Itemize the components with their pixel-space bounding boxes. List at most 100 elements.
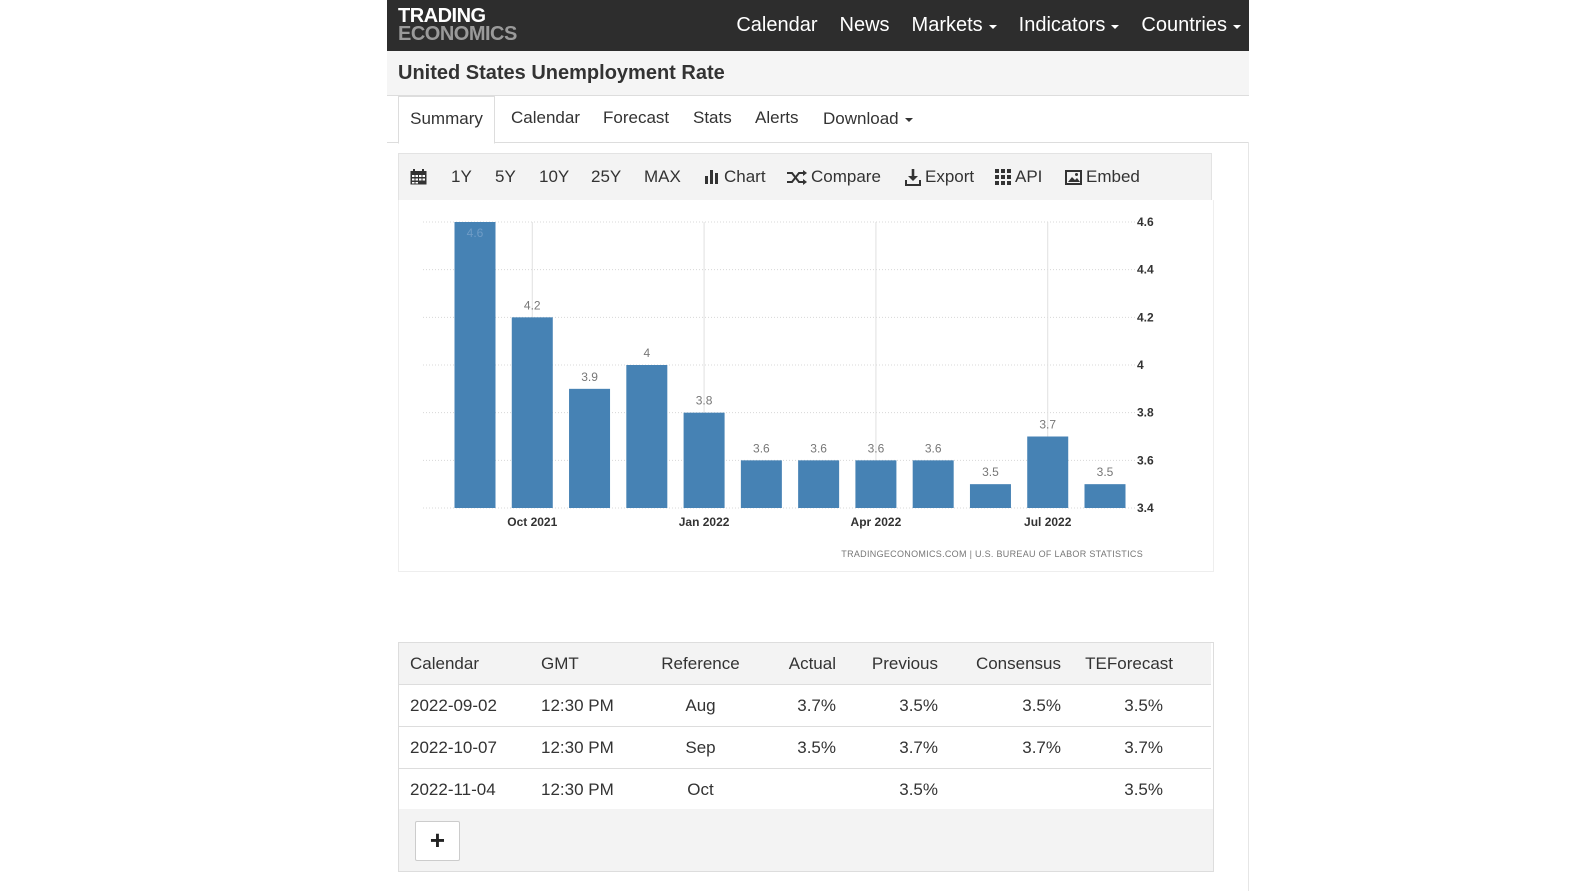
bar [626, 365, 668, 508]
nav-link-label: Countries [1141, 14, 1227, 36]
calendar-table-panel: Calendar GMT Reference Actual Previous C… [398, 642, 1214, 872]
title-bar: United States Unemployment Rate [387, 51, 1249, 96]
top-navbar: TRADING ECONOMICS Calendar News Markets … [387, 0, 1249, 51]
chart-panel: 3.4 3.6 3.8 4 4.2 4.4 4.6 Oct 2021 Jan 2022 Apr 2… [398, 200, 1214, 572]
bar-value-label: 3.6 [925, 441, 942, 455]
table-row: 2022-10-07 12:30 PM Sep 3.5% 3.7% 3.7% 3.7% [399, 726, 1211, 769]
bar-value-label: 3.6 [810, 441, 827, 455]
y-tick-label: 4.4 [1137, 263, 1154, 277]
cell-teforecast: 3.5% [1071, 768, 1211, 811]
bar-value-label: 3.6 [753, 441, 770, 455]
cell-consensus: 3.7% [948, 726, 1071, 769]
cell-previous: 3.5% [846, 684, 948, 727]
nav-link-indicators[interactable]: Indicators [1019, 14, 1120, 37]
tab-alerts[interactable]: Alerts [755, 108, 799, 127]
cell-actual: 3.7% [754, 684, 846, 727]
nav-link-label: Indicators [1018, 14, 1106, 36]
col-header-previous: Previous [846, 643, 948, 685]
cell-previous: 3.5% [846, 768, 948, 811]
bar-value-label: 4.6 [467, 226, 484, 240]
embed-button[interactable]: Embed [1065, 154, 1140, 200]
tab-download-label: Download [823, 109, 899, 128]
nav-link-calendar[interactable]: Calendar [736, 14, 817, 37]
tab-calendar[interactable]: Calendar [511, 108, 580, 127]
col-header-teforecast: TEForecast [1071, 643, 1211, 685]
caret-down-icon [1111, 24, 1120, 29]
x-tick-label: Apr 2022 [851, 515, 902, 529]
table-row: 2022-09-02 12:30 PM Aug 3.7% 3.5% 3.5% 3.5% [399, 684, 1211, 727]
site-logo[interactable]: TRADING ECONOMICS [398, 6, 517, 45]
embed-button-label: Embed [1086, 167, 1140, 186]
bar [740, 460, 782, 508]
y-tick-label: 4.2 [1137, 310, 1154, 324]
bar-chart-icon [705, 170, 718, 184]
unemployment-bar-chart: 3.4 3.6 3.8 4 4.2 4.4 4.6 Oct 2021 Jan 2022 Apr 2… [423, 215, 1154, 559]
cell-date: 2022-11-04 [399, 768, 541, 811]
calendar-icon[interactable] [410, 154, 431, 200]
y-tick-label: 3.4 [1137, 501, 1154, 515]
compare-button-label: Compare [811, 167, 881, 186]
cell-previous: 3.7% [846, 726, 948, 769]
bar [683, 412, 725, 508]
cell-consensus [948, 768, 1071, 811]
bar [969, 484, 1011, 508]
col-header-calendar: Calendar [399, 643, 541, 685]
bar [912, 460, 954, 508]
chart-toolbar: 1Y 5Y 10Y 25Y MAX Chart Compare Export A… [398, 153, 1212, 201]
download-icon [905, 168, 921, 186]
bar-value-label: 4 [643, 346, 650, 360]
caret-down-icon [1233, 24, 1241, 29]
shuffle-icon [787, 169, 807, 185]
cell-reference: Aug [647, 684, 754, 727]
x-tick-label: Jan 2022 [679, 515, 730, 529]
export-button[interactable]: Export [905, 154, 974, 200]
nav-link-countries[interactable]: Countries [1141, 14, 1241, 37]
nav-link-label: Calendar [736, 14, 818, 36]
nav-link-label: News [839, 14, 890, 36]
range-10y-button[interactable]: 10Y [539, 167, 570, 186]
cell-reference: Sep [647, 726, 754, 769]
bar-value-label: 4.2 [524, 298, 541, 312]
cell-actual: 3.5% [754, 726, 846, 769]
bar [1084, 484, 1126, 508]
tab-bar: Summary Calendar Forecast Stats Alerts D… [387, 96, 1249, 144]
range-max-button[interactable]: MAX [644, 167, 681, 186]
bar [855, 460, 897, 508]
api-button[interactable]: API [995, 154, 1042, 200]
range-25y-button[interactable]: 25Y [591, 167, 622, 186]
tab-summary[interactable]: Summary [398, 96, 495, 144]
logo-line-2: ECONOMICS [398, 23, 517, 45]
content-divider [1248, 142, 1249, 891]
bar-value-label: 3.6 [868, 441, 885, 455]
nav-links: Calendar News Markets Indicators Countri… [736, 0, 1249, 51]
cell-teforecast: 3.5% [1071, 684, 1211, 727]
bar [569, 388, 611, 508]
tab-stats[interactable]: Stats [693, 108, 732, 127]
nav-link-markets[interactable]: Markets [912, 14, 997, 37]
col-header-consensus: Consensus [948, 643, 1071, 685]
page-title: United States Unemployment Rate [398, 62, 725, 84]
tab-download[interactable]: Download [823, 96, 913, 142]
bar-value-label: 3.5 [982, 465, 999, 479]
table-footer: + [399, 809, 1213, 871]
chart-button-label: Chart [724, 167, 766, 186]
y-tick-label: 3.6 [1137, 453, 1154, 467]
range-1y-button[interactable]: 1Y [451, 167, 472, 186]
col-header-reference: Reference [647, 643, 754, 685]
cell-consensus: 3.5% [948, 684, 1071, 727]
tab-forecast[interactable]: Forecast [603, 108, 670, 127]
y-tick-label: 4.6 [1137, 215, 1154, 229]
cell-gmt: 12:30 PM [541, 684, 647, 727]
col-header-gmt: GMT [541, 643, 647, 685]
compare-button[interactable]: Compare [787, 154, 881, 200]
nav-link-news[interactable]: News [840, 14, 890, 37]
bar [511, 317, 553, 508]
calendar-table: Calendar GMT Reference Actual Previous C… [399, 643, 1211, 811]
range-5y-button[interactable]: 5Y [495, 167, 516, 186]
export-button-label: Export [925, 167, 975, 186]
chart-button[interactable]: Chart [704, 154, 766, 200]
bar [798, 460, 840, 508]
cell-teforecast: 3.7% [1071, 726, 1211, 769]
show-more-button[interactable]: + [415, 821, 460, 861]
bar [454, 222, 496, 508]
